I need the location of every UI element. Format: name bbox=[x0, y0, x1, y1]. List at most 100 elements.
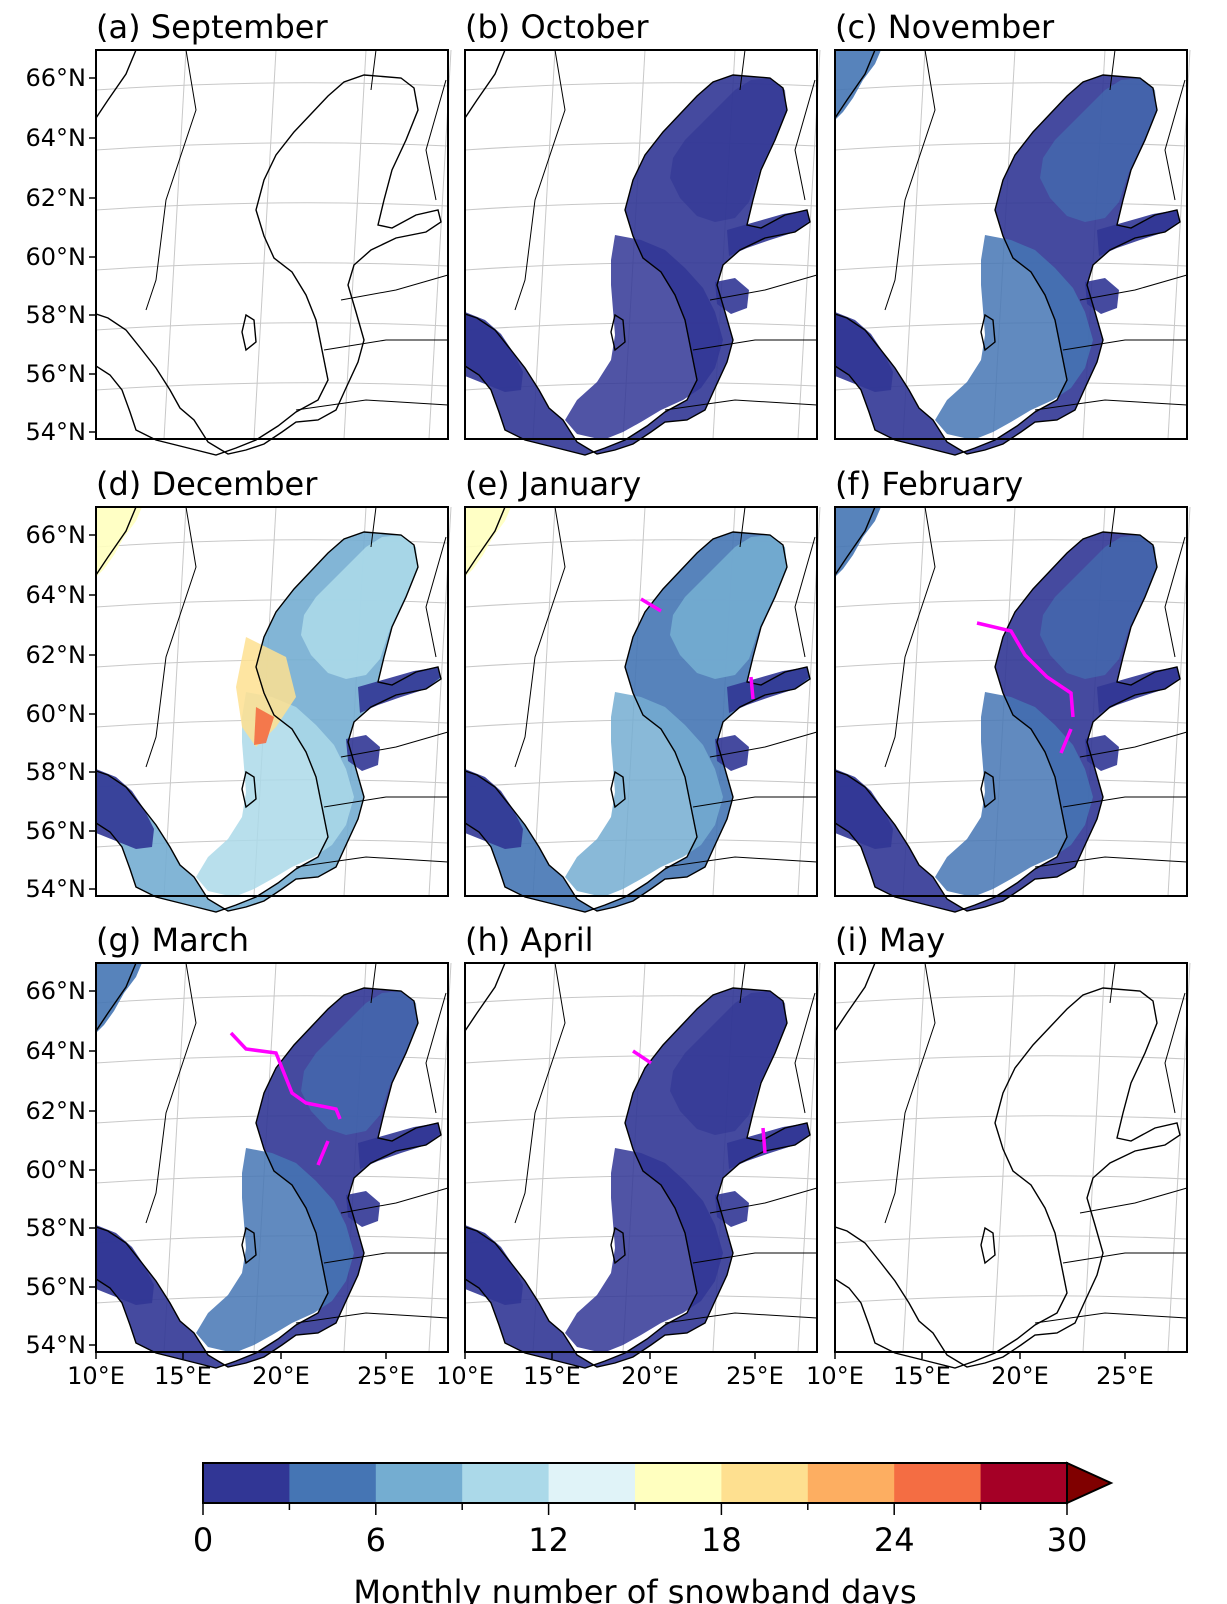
snowband-field bbox=[96, 963, 441, 1368]
latitude-gridline bbox=[834, 995, 1188, 1004]
border-latvia-lithuania bbox=[323, 339, 448, 351]
panel-frame bbox=[834, 506, 1188, 897]
latitude-tick-label: 56°N bbox=[26, 360, 87, 388]
border-estonia-latvia bbox=[340, 274, 449, 301]
border-estonia-latvia bbox=[1079, 731, 1188, 758]
map-panel-december: (d) December 66°N 64°N 62°N 60°N 58°N 56°N 54°N bbox=[26, 465, 452, 913]
latitude-tick-label: 54°N bbox=[26, 418, 87, 446]
colorbar-segment bbox=[635, 1463, 722, 1503]
border-lithuania-poland bbox=[1034, 399, 1188, 411]
panel-frame bbox=[464, 49, 818, 440]
border-sweden-finland bbox=[739, 506, 746, 548]
panel-background bbox=[96, 50, 448, 439]
baltic-coastline bbox=[834, 987, 1181, 1369]
latitude-gridline bbox=[95, 382, 449, 391]
baltic-coastline bbox=[95, 987, 442, 1369]
panel-frame bbox=[95, 962, 449, 1353]
longitude-gridline bbox=[992, 962, 1016, 1353]
latitude-tick-label: 66°N bbox=[26, 64, 87, 92]
border-estonia-latvia bbox=[340, 1187, 449, 1214]
longitude-tick-label: 25°E bbox=[726, 1362, 784, 1390]
norway-coastline bbox=[834, 49, 876, 119]
kattegat-field bbox=[465, 312, 523, 392]
colorbar-segment bbox=[548, 1463, 636, 1503]
baltic-coastline bbox=[95, 74, 442, 456]
kattegat-field bbox=[465, 1225, 523, 1305]
panel-title: (c) November bbox=[835, 8, 1055, 46]
colorbar: 0 6 12 18 24 30 Monthly number of snowband day… bbox=[193, 1461, 1114, 1604]
border-norway-sweden bbox=[514, 962, 566, 1224]
snowband-field bbox=[465, 507, 810, 912]
main-basin-field bbox=[565, 1148, 723, 1353]
border-finland-russia bbox=[794, 536, 816, 658]
border-latvia-lithuania bbox=[692, 339, 817, 351]
colorbar-segment bbox=[462, 1463, 550, 1503]
snowband-field bbox=[835, 507, 1180, 912]
border-lithuania-poland bbox=[295, 856, 449, 868]
longitude-gridline bbox=[1082, 962, 1106, 1353]
border-sweden-finland bbox=[370, 506, 377, 548]
gulf-of-finland-field bbox=[358, 667, 441, 713]
border-latvia-lithuania bbox=[692, 796, 817, 808]
latitude-tick-label: 60°N bbox=[26, 700, 87, 728]
latitude-tick-label: 58°N bbox=[26, 1214, 87, 1242]
gulf-of-finland-field bbox=[727, 667, 810, 713]
latitude-tick-label: 62°N bbox=[26, 641, 87, 669]
longitude-tick-label: 20°E bbox=[252, 1362, 310, 1390]
latitude-tick-label: 62°N bbox=[26, 184, 87, 212]
longitude-gridline bbox=[163, 49, 187, 440]
sea-ice-edge-line bbox=[229, 1031, 342, 1166]
panel-frame bbox=[834, 962, 1188, 1353]
longitude-tick-label: 25°E bbox=[357, 1362, 415, 1390]
border-norway-sweden bbox=[884, 506, 936, 768]
colorbar-label: Monthly number of snowband days bbox=[353, 1573, 916, 1604]
main-basin-field bbox=[565, 692, 723, 897]
coastline bbox=[95, 49, 449, 456]
border-norway-sweden bbox=[145, 506, 197, 768]
border-estonia-latvia bbox=[340, 731, 449, 758]
map-panel-february: (f) February bbox=[834, 465, 1191, 913]
border-latvia-lithuania bbox=[323, 796, 448, 808]
longitude-gridline bbox=[163, 506, 187, 897]
border-finland-russia bbox=[425, 536, 447, 658]
longitude-tick-label: 25°E bbox=[1096, 1362, 1154, 1390]
main-basin-field bbox=[196, 1148, 354, 1353]
latitude-tick-label: 58°N bbox=[26, 301, 87, 329]
gotland-island bbox=[241, 313, 257, 352]
gotland-island bbox=[241, 770, 257, 809]
border-sweden-finland bbox=[1109, 49, 1116, 91]
border-finland-russia bbox=[794, 79, 816, 201]
border-norway-sweden bbox=[145, 962, 197, 1224]
map-panel-april: (h) April 10°E 15°E 20°E 25°E bbox=[436, 921, 821, 1390]
border-sweden-finland bbox=[1109, 962, 1116, 1004]
main-basin-field bbox=[196, 692, 354, 897]
bothnia-field bbox=[670, 535, 787, 679]
colorbar-tick-label: 12 bbox=[528, 1521, 569, 1559]
border-finland-russia bbox=[425, 79, 447, 201]
baltic-coastline bbox=[464, 987, 811, 1369]
gulf-of-finland-field bbox=[358, 1123, 441, 1169]
latitude-tick-label: 54°N bbox=[26, 875, 87, 903]
border-sweden-finland bbox=[370, 962, 377, 1004]
gulf-of-finland-field bbox=[727, 210, 810, 256]
border-norway-sweden bbox=[514, 506, 566, 768]
colorbar-tick-label: 0 bbox=[193, 1521, 213, 1559]
coastline bbox=[834, 506, 1188, 913]
bothnia-field bbox=[301, 991, 418, 1135]
longitude-gridline bbox=[163, 962, 187, 1353]
colorbar-segment bbox=[980, 1463, 1068, 1503]
bothnia-field bbox=[670, 991, 787, 1135]
gotland-island bbox=[980, 770, 996, 809]
longitude-tick-label: 10°E bbox=[436, 1362, 494, 1390]
snowband-field bbox=[465, 75, 810, 455]
border-sweden-finland bbox=[739, 962, 746, 1004]
border-latvia-lithuania bbox=[692, 1252, 817, 1264]
bothnia-field bbox=[670, 78, 787, 222]
longitude-gridline bbox=[532, 49, 556, 440]
map-panel-may: (i) May 10°E 15°E 20°E 25°E bbox=[806, 921, 1191, 1390]
snowband-field bbox=[835, 50, 1180, 455]
baltic-coastline bbox=[464, 531, 811, 913]
main-basin-field bbox=[935, 692, 1093, 897]
colorbar-segment bbox=[203, 1463, 290, 1503]
